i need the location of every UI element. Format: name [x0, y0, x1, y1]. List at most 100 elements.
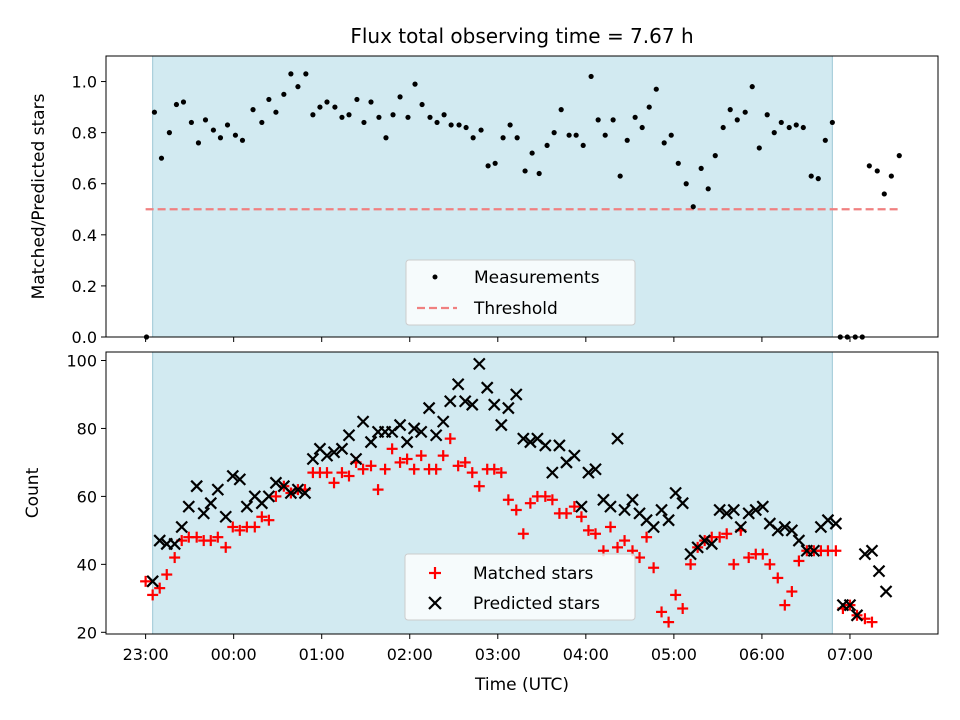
- matched-star-point: [227, 521, 239, 533]
- measurement-point: [317, 104, 323, 110]
- predicted-star-point: [458, 394, 472, 408]
- y-tick-label: 60: [77, 487, 97, 506]
- predicted-star-point: [327, 445, 341, 459]
- measurement-point: [217, 135, 224, 141]
- legend-measurements-marker: [432, 274, 438, 280]
- predicted-star-point: [306, 452, 320, 466]
- bottom-y-ticks: 20 40 60 80 100: [66, 351, 106, 642]
- predicted-star-point: [698, 534, 711, 547]
- predicted-star-point: [843, 598, 857, 612]
- matched-star-point: [234, 524, 246, 536]
- bottom-x-ticks: 23:00 00:00 01:00 02:00 03:00 04:00 05:00 06:00…: [123, 634, 873, 664]
- matched-star-point: [582, 524, 594, 536]
- measurement-point: [151, 109, 158, 115]
- matched-star-point: [604, 521, 616, 533]
- measurement-point: [405, 114, 411, 120]
- predicted-star-point: [393, 418, 407, 432]
- x-tick-label: 03:00: [475, 645, 521, 664]
- measurement-point: [558, 107, 564, 113]
- predicted-star-point: [429, 428, 443, 442]
- matched-star-point: [169, 552, 181, 564]
- measurement-point: [390, 112, 396, 118]
- predicted-star-point: [879, 585, 893, 598]
- predicted-star-point: [669, 486, 682, 500]
- predicted-star-point: [807, 544, 821, 558]
- predicted-star-point: [829, 517, 843, 530]
- measurement-point: [412, 81, 418, 87]
- matched-star-point: [386, 443, 398, 455]
- matched-star-point: [365, 460, 377, 472]
- predicted-star-point: [342, 428, 356, 442]
- predicted-star-point: [626, 493, 639, 507]
- matched-star-point: [357, 463, 369, 475]
- top-axes-frame: [105, 55, 939, 338]
- measurement-point: [250, 107, 256, 113]
- predicted-star-point: [219, 510, 233, 524]
- predicted-star-point: [495, 418, 508, 432]
- y-tick-label: 100: [66, 351, 97, 370]
- matched-star-point: [546, 494, 558, 506]
- predicted-star-point: [582, 466, 595, 479]
- matched-star-point: [757, 548, 769, 560]
- measurement-point: [239, 137, 246, 143]
- predicted-star-point: [509, 388, 523, 401]
- y-tick-label: 0.6: [72, 175, 97, 194]
- measurement-point: [354, 96, 360, 103]
- measurement-point: [232, 132, 239, 138]
- predicted-star-point: [168, 537, 181, 551]
- x-tick-label: 04:00: [563, 645, 609, 664]
- matched-star-point: [721, 528, 733, 540]
- measurement-point: [485, 163, 491, 169]
- measurement-point: [573, 132, 579, 138]
- matched-star-point: [249, 521, 261, 533]
- predicted-star-point: [589, 462, 602, 476]
- matched-star-point: [147, 589, 159, 601]
- measurement-points: [143, 71, 902, 340]
- x-tick-label: 01:00: [299, 645, 345, 664]
- matched-star-point: [408, 463, 420, 475]
- predicted-star-point: [226, 469, 240, 483]
- measurement-point: [639, 124, 645, 131]
- measurement-point: [470, 135, 476, 141]
- predicted-star-point: [298, 486, 312, 500]
- measurement-point: [383, 135, 389, 141]
- measurement-point: [456, 122, 462, 128]
- predicted-star-point: [720, 507, 733, 520]
- matched-star-point: [430, 463, 442, 475]
- matched-star-point: [764, 558, 776, 570]
- predicted-star-point: [676, 496, 689, 510]
- measurement-point: [683, 181, 689, 187]
- matched-star-point: [444, 433, 456, 445]
- predicted-star-point: [850, 609, 864, 622]
- measurement-point: [507, 122, 513, 128]
- legend-measurements-label: Measurements: [474, 268, 600, 288]
- matched-star-point: [154, 582, 166, 594]
- predicted-star-point: [146, 575, 159, 588]
- measurement-point: [544, 142, 550, 149]
- measurement-point: [259, 119, 265, 126]
- measurement-point: [210, 127, 217, 133]
- matched-star-point: [502, 494, 514, 506]
- measurement-point: [397, 94, 403, 100]
- predicted-star-point: [451, 377, 465, 391]
- matched-star-point: [568, 501, 580, 513]
- legend-predicted-label: Predicted stars: [473, 594, 600, 614]
- matched-star-point: [663, 616, 675, 628]
- measurement-point: [566, 132, 572, 138]
- predicted-star-point: [320, 449, 334, 462]
- measurement-point: [786, 124, 792, 131]
- measurement-point: [866, 163, 872, 169]
- measurement-point: [808, 173, 814, 179]
- measurement-point: [815, 176, 821, 182]
- measurement-point: [522, 168, 528, 174]
- matched-star-point: [560, 507, 572, 519]
- measurement-point: [463, 124, 469, 131]
- legend-threshold-label: Threshold: [473, 299, 558, 319]
- measurement-point: [361, 119, 367, 126]
- measurement-point: [874, 168, 880, 174]
- matched-star-point: [786, 586, 798, 598]
- matched-star-point: [256, 511, 268, 523]
- predicted-star-point: [647, 520, 660, 534]
- measurement-point: [698, 165, 704, 171]
- matched-star-point: [866, 616, 878, 628]
